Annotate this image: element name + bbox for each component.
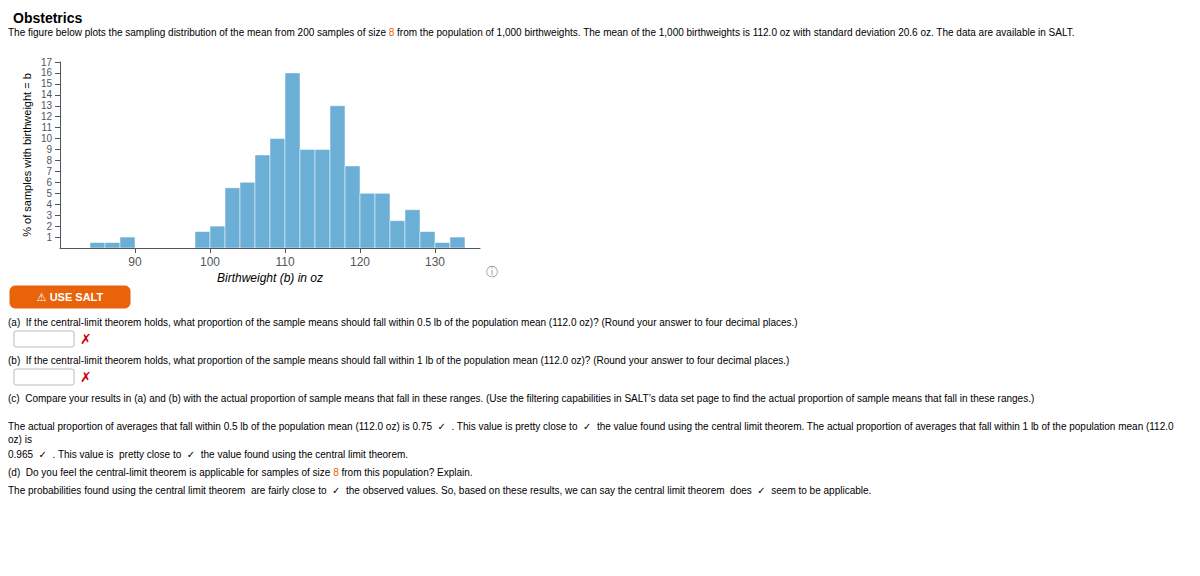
svg-text:oz) is: oz) is bbox=[8, 434, 32, 445]
svg-text:7: 7 bbox=[46, 166, 52, 177]
svg-text:16: 16 bbox=[41, 67, 53, 78]
svg-text:6: 6 bbox=[46, 177, 52, 188]
svg-text:15: 15 bbox=[41, 78, 53, 89]
svg-text:(c) Compare your results in (: (c) Compare your results in (a) and (b) … bbox=[8, 393, 1034, 404]
svg-text:120: 120 bbox=[350, 255, 370, 269]
svg-text:13: 13 bbox=[41, 100, 53, 111]
svg-text:✗: ✗ bbox=[80, 331, 92, 347]
svg-text:from the population of 1,000 b: from the population of 1,000 birthweight… bbox=[394, 27, 1074, 38]
svg-text:from this population? Explain.: from this population? Explain. bbox=[339, 467, 473, 478]
svg-text:110: 110 bbox=[275, 255, 294, 269]
svg-text:(a) If the central-limit theo: (a) If the central-limit theorem holds, … bbox=[8, 317, 798, 328]
svg-text:9: 9 bbox=[46, 144, 52, 155]
svg-text:17: 17 bbox=[41, 57, 53, 68]
svg-text:Birthweight (b) in oz: Birthweight (b) in oz bbox=[217, 271, 323, 285]
svg-text:(d) Do you feel the central-l: (d) Do you feel the central-limit theore… bbox=[8, 467, 333, 478]
svg-text:10: 10 bbox=[41, 133, 53, 144]
svg-text:130: 130 bbox=[425, 255, 445, 269]
svg-text:5: 5 bbox=[46, 188, 52, 199]
svg-text:3: 3 bbox=[46, 210, 52, 221]
svg-text:8: 8 bbox=[333, 467, 339, 478]
svg-text:Obstetrics: Obstetrics bbox=[13, 10, 82, 26]
svg-text:The figure below plots the sam: The figure below plots the sampling dist… bbox=[8, 27, 389, 38]
svg-text:11: 11 bbox=[42, 122, 53, 133]
svg-text:⚠ USE SALT: ⚠ USE SALT bbox=[37, 291, 104, 303]
svg-text:8: 8 bbox=[46, 155, 52, 166]
svg-text:90: 90 bbox=[128, 255, 142, 269]
svg-text:4: 4 bbox=[46, 199, 52, 210]
svg-text:✗: ✗ bbox=[80, 369, 92, 385]
svg-text:(b) If the central-limit theo: (b) If the central-limit theorem holds, … bbox=[8, 355, 789, 366]
svg-text:0.965 ✓ . This value is pre: 0.965 ✓ . This value is pretty close to … bbox=[8, 449, 408, 460]
svg-text:100: 100 bbox=[200, 255, 220, 269]
svg-text:The actual proportion of avera: The actual proportion of averages that f… bbox=[8, 421, 1176, 432]
svg-text:14: 14 bbox=[41, 89, 53, 100]
svg-text:8: 8 bbox=[388, 27, 395, 38]
svg-text:12: 12 bbox=[41, 111, 53, 122]
svg-text:1: 1 bbox=[46, 232, 52, 243]
svg-text:ⓘ: ⓘ bbox=[486, 265, 498, 279]
svg-text:% of samples with birthweight: % of samples with birthweight = b bbox=[21, 73, 33, 237]
svg-text:The probabilities found using: The probabilities found using the centra… bbox=[8, 485, 871, 496]
svg-text:2: 2 bbox=[46, 221, 52, 232]
